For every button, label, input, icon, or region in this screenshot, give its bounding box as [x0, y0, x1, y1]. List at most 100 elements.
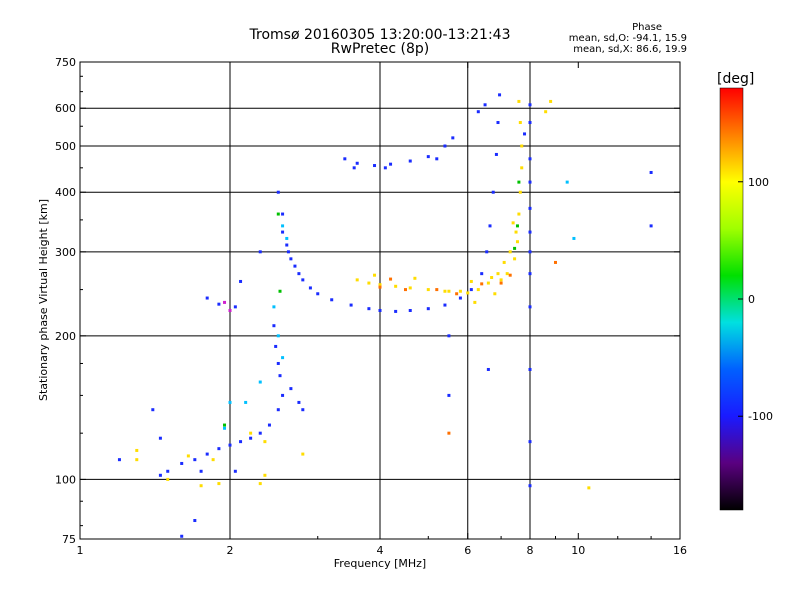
data-point: [528, 230, 532, 234]
data-point: [205, 452, 209, 456]
data-point: [572, 236, 576, 240]
y-tick-label: 200: [55, 330, 76, 343]
data-point: [517, 99, 521, 103]
x-tick-label: 8: [527, 544, 534, 557]
data-point: [458, 289, 462, 293]
data-point: [297, 400, 301, 404]
data-points: [117, 93, 653, 538]
data-point: [508, 273, 512, 277]
phase-stat-x: mean, sd,X: 86.6, 19.9: [573, 44, 687, 55]
x-tick-label: 16: [673, 544, 687, 557]
data-point: [135, 448, 139, 452]
data-point: [278, 289, 282, 293]
data-point: [272, 305, 276, 309]
data-point: [383, 166, 387, 170]
data-point: [389, 277, 393, 281]
phase-heading: Phase: [632, 22, 662, 33]
data-point: [426, 307, 430, 311]
colorbar-tick-label: 100: [748, 176, 769, 189]
data-point: [289, 387, 293, 391]
data-point: [443, 303, 447, 307]
data-point: [278, 374, 282, 378]
data-point: [281, 393, 285, 397]
data-point: [223, 300, 227, 304]
data-point: [258, 380, 262, 384]
data-point: [408, 286, 412, 290]
data-point: [285, 243, 289, 247]
data-point: [528, 484, 532, 488]
data-point: [528, 250, 532, 254]
data-point: [476, 288, 480, 292]
data-point: [349, 303, 353, 307]
data-point: [289, 257, 293, 261]
data-point: [493, 292, 497, 296]
data-point: [528, 440, 532, 444]
data-point: [528, 305, 532, 309]
data-point: [649, 170, 653, 174]
data-point: [301, 278, 305, 282]
data-point: [435, 157, 439, 161]
data-point: [528, 103, 532, 107]
data-point: [520, 144, 524, 148]
data-point: [223, 423, 227, 427]
data-point: [480, 272, 484, 276]
x-tick-label: 1: [77, 544, 84, 557]
data-point: [466, 291, 470, 295]
colorbar-ticks: 100 0 -100: [738, 176, 773, 423]
axis-ticks: 1 2 4 6 8 10 16 75 100 200 300 400 500 600 750: [55, 56, 687, 557]
data-point: [455, 292, 459, 296]
y-tick-label: 500: [55, 140, 76, 153]
data-point: [276, 408, 280, 412]
data-point: [394, 284, 398, 288]
data-point: [587, 486, 591, 490]
data-point: [528, 121, 532, 125]
data-point: [528, 180, 532, 184]
data-point: [281, 356, 285, 360]
data-point: [447, 289, 451, 293]
data-point: [378, 308, 382, 312]
data-point: [447, 334, 451, 338]
data-point: [488, 224, 492, 228]
data-point: [233, 305, 237, 309]
x-tick-label: 10: [571, 544, 585, 557]
data-point: [316, 292, 320, 296]
y-tick-label: 75: [62, 533, 76, 546]
data-point: [258, 482, 262, 486]
data-point: [443, 144, 447, 148]
data-point: [476, 110, 480, 114]
y-tick-label: 400: [55, 186, 76, 199]
data-point: [499, 281, 503, 285]
data-point: [276, 190, 280, 194]
data-point: [180, 461, 184, 465]
data-point: [514, 230, 518, 234]
data-point: [517, 212, 521, 216]
data-point: [217, 482, 221, 486]
data-point: [267, 423, 271, 427]
data-point: [285, 236, 289, 240]
data-point: [413, 276, 417, 280]
data-point: [193, 519, 197, 523]
data-point: [513, 246, 517, 250]
data-point: [483, 103, 487, 107]
data-point: [276, 361, 280, 365]
data-point: [276, 212, 280, 216]
data-point: [199, 484, 203, 488]
data-point: [166, 469, 170, 473]
data-point: [502, 260, 506, 264]
data-point: [286, 250, 290, 254]
x-tick-label: 6: [464, 544, 471, 557]
data-point: [518, 190, 522, 194]
data-point: [513, 257, 517, 261]
data-point: [135, 458, 139, 462]
data-point: [249, 431, 253, 435]
data-point: [274, 344, 278, 348]
data-point: [228, 400, 232, 404]
data-point: [186, 454, 190, 458]
data-point: [494, 152, 498, 156]
data-point: [451, 136, 455, 140]
data-point: [518, 121, 522, 125]
data-point: [117, 458, 121, 462]
data-point: [408, 159, 412, 163]
data-point: [249, 436, 253, 440]
data-point: [205, 296, 209, 300]
